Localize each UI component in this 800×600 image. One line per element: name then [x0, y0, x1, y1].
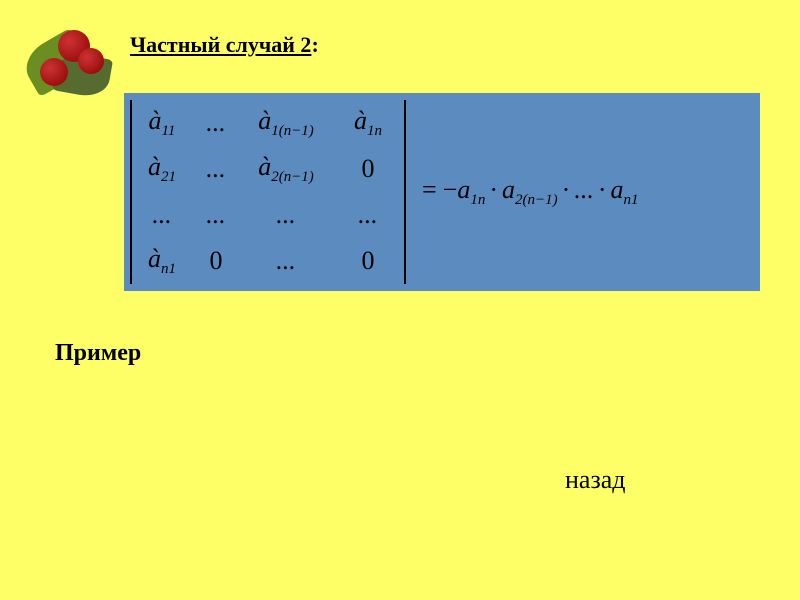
formula-rhs: =−a1n·a2(n−1)·...·an1: [416, 175, 638, 209]
matrix-cell: ...: [206, 108, 226, 138]
berry-icon: [78, 48, 104, 74]
matrix-cell: à21: [148, 152, 176, 186]
title-suffix: :: [311, 32, 318, 57]
formula-box: à11 ... à1(n−1) à1n à21 ... à2(n−1) 0 ..…: [124, 93, 760, 291]
matrix-cell: à11: [149, 106, 176, 140]
matrix-cell: àn1: [148, 244, 176, 278]
matrix-cell: ...: [276, 200, 296, 230]
matrix-grid: à11 ... à1(n−1) à1n à21 ... à2(n−1) 0 ..…: [132, 100, 404, 284]
matrix-cell: à2(n−1): [258, 152, 314, 186]
matrix-cell: 0: [362, 154, 375, 184]
example-link[interactable]: Пример: [55, 340, 141, 367]
title-text: Частный случай 2: [130, 32, 311, 57]
matrix-cell: 0: [362, 246, 375, 276]
matrix-cell: ...: [206, 154, 226, 184]
matrix-cell: ...: [276, 246, 296, 276]
corner-decoration: [10, 10, 120, 120]
section-title: Частный случай 2:: [130, 32, 319, 58]
matrix-cell: ...: [358, 200, 378, 230]
matrix-cell: ...: [152, 200, 172, 230]
matrix-cell: à1(n−1): [258, 106, 314, 140]
back-link[interactable]: назад: [565, 465, 626, 495]
matrix-cell: 0: [210, 246, 223, 276]
matrix-cell: à1n: [354, 106, 382, 140]
determinant: à11 ... à1(n−1) à1n à21 ... à2(n−1) 0 ..…: [130, 100, 406, 284]
berry-icon: [40, 58, 68, 86]
matrix-cell: ...: [206, 200, 226, 230]
det-right-bar: [404, 100, 406, 284]
